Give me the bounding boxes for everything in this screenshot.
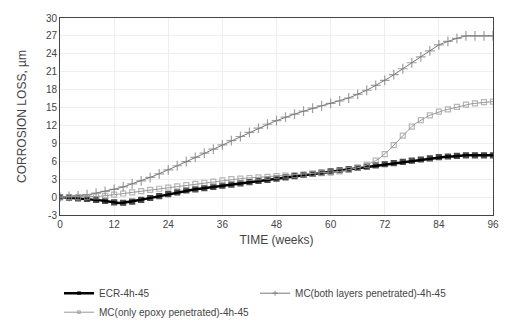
svg-text:18: 18 xyxy=(46,84,58,95)
svg-text:0: 0 xyxy=(57,219,63,230)
svg-text:24: 24 xyxy=(46,48,58,59)
svg-text:24: 24 xyxy=(163,219,175,230)
svg-text:12: 12 xyxy=(46,120,58,131)
svg-text:TIME (weeks): TIME (weeks) xyxy=(239,233,313,247)
svg-text:-3: -3 xyxy=(48,210,57,221)
svg-text:3: 3 xyxy=(51,174,57,185)
svg-text:MC(both layers penetrated)-4h-: MC(both layers penetrated)-4h-45 xyxy=(295,288,446,299)
svg-text:12: 12 xyxy=(109,219,121,230)
svg-text:30: 30 xyxy=(46,13,58,24)
svg-text:6: 6 xyxy=(51,156,57,167)
svg-text:21: 21 xyxy=(46,66,58,77)
svg-text:15: 15 xyxy=(46,102,58,113)
svg-text:72: 72 xyxy=(379,219,391,230)
svg-text:CORROSION LOSS, µm: CORROSION LOSS, µm xyxy=(15,50,29,183)
svg-text:27: 27 xyxy=(46,30,58,41)
svg-text:9: 9 xyxy=(51,138,57,149)
svg-text:84: 84 xyxy=(433,219,445,230)
svg-text:0: 0 xyxy=(51,192,57,203)
svg-text:MC(only epoxy penetrated)-4h-4: MC(only epoxy penetrated)-4h-45 xyxy=(99,307,249,318)
svg-text:96: 96 xyxy=(487,219,499,230)
svg-text:36: 36 xyxy=(217,219,229,230)
svg-text:60: 60 xyxy=(325,219,337,230)
svg-text:48: 48 xyxy=(271,219,283,230)
svg-text:ECR-4h-45: ECR-4h-45 xyxy=(99,288,149,299)
